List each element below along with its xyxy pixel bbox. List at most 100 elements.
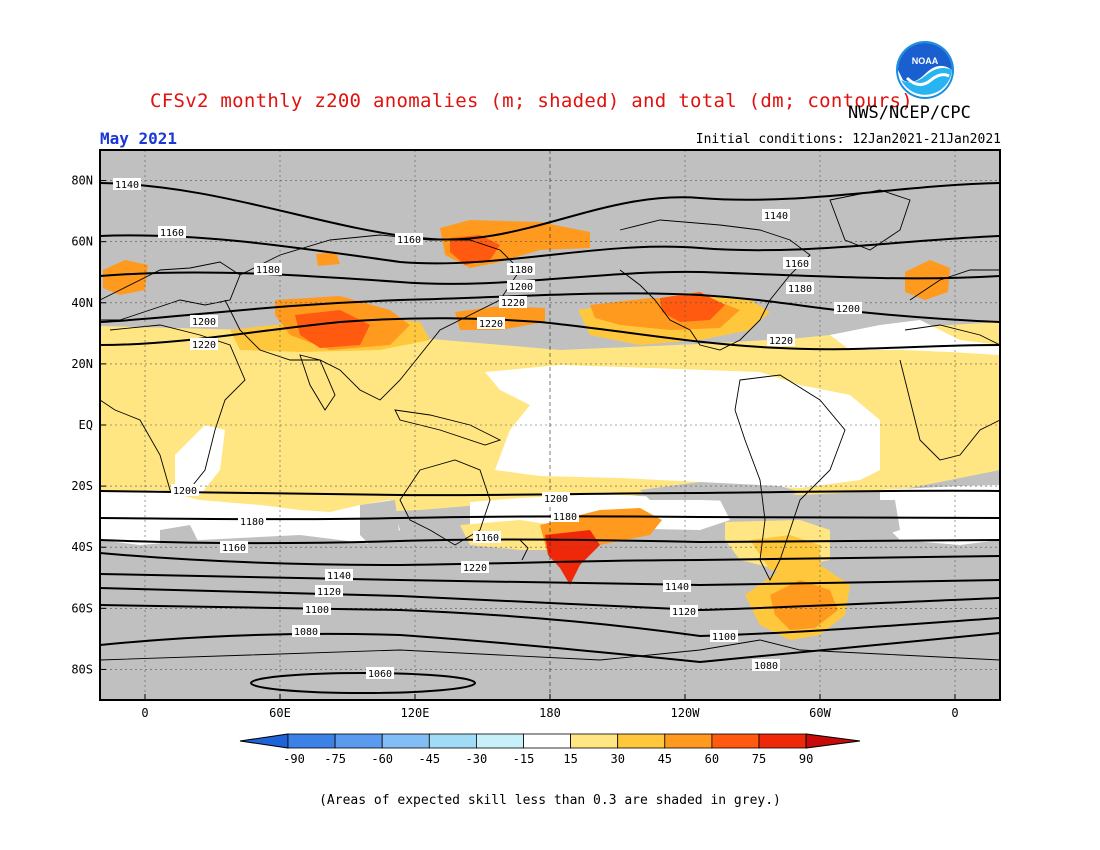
colorbar-swatch: [664, 733, 713, 749]
contour-label: 1220: [192, 340, 216, 351]
contour-1180-south: [100, 538, 1000, 545]
contour-label-bg: [238, 515, 266, 527]
contour-1080-south: [100, 632, 1000, 664]
contour-label-bg: [303, 603, 331, 615]
contour-label-bg: [473, 531, 501, 543]
latitude-tick-label: 20N: [71, 357, 93, 371]
contour-label: 1220: [769, 336, 793, 347]
contour-label: 1140: [115, 180, 139, 191]
colorbar-arrow-low: [239, 733, 289, 749]
colorbar-swatch: [287, 733, 336, 749]
contour-label: 1220: [479, 319, 503, 330]
contour-label-bg: [834, 302, 862, 314]
contour-label: 1180: [240, 517, 264, 528]
contour-label-bg: [499, 296, 527, 308]
chart-title: CFSv2 monthly z200 anomalies (m; shaded)…: [150, 90, 914, 112]
contour-label-bg: [786, 282, 814, 294]
anomaly-region-antarctic-peninsula-core: [770, 580, 838, 630]
agency-label: NWS/NCEP/CPC: [848, 103, 971, 123]
colorbar-label: 75: [752, 752, 766, 766]
contour-label-bg: [292, 625, 320, 637]
colorbar-label: -90: [283, 752, 305, 766]
contour-label: 1180: [553, 512, 577, 523]
contour-label: 1160: [222, 543, 246, 554]
colorbar-label: -30: [466, 752, 488, 766]
contour-label-bg: [767, 334, 795, 346]
anomaly-region-asia-75-90: [295, 310, 370, 348]
contour-1140-south: [100, 573, 1000, 587]
latitude-tick-label: 20S: [71, 479, 93, 493]
contour-label-bg: [190, 315, 218, 327]
colorbar-label: -45: [418, 752, 440, 766]
colorbar-swatch: [758, 733, 807, 749]
latitude-tick-label: 60S: [71, 601, 93, 615]
anomaly-region-south-neutral-3: [880, 485, 1000, 545]
colorbar-swatch: [475, 733, 524, 749]
contour-label: 1140: [665, 582, 689, 593]
noaa-logo: NOAA: [896, 41, 954, 99]
contour-label-bg: [477, 317, 505, 329]
contour-label-bg: [113, 178, 141, 190]
contour-label: 1160: [160, 228, 184, 239]
contour-label: 1080: [294, 627, 318, 638]
contour-label: 1060: [368, 669, 392, 680]
colorbar-label: 15: [563, 752, 577, 766]
low-skill-south-2: [360, 500, 400, 550]
latitude-tick-label: EQ: [79, 418, 93, 432]
new-zealand-outline: [519, 539, 529, 561]
colorbar-label: 60: [705, 752, 719, 766]
longitude-tick-label: 60W: [809, 706, 831, 720]
colorbar-label: -60: [371, 752, 393, 766]
anomaly-region-na-pacific-peak: [660, 292, 725, 322]
anomaly-region-europe-east: [103, 260, 148, 295]
contour-1140-north: [100, 182, 1000, 241]
contour-label-bg: [752, 659, 780, 671]
anomaly-region-south-pacific-peak: [545, 530, 600, 585]
contour-1180-north: [100, 270, 1000, 285]
africa-east-outline: [899, 324, 1000, 461]
contour-label: 1200: [836, 304, 860, 315]
latitude-tick-label: 40N: [71, 296, 93, 310]
indonesia-outline: [394, 409, 502, 446]
longitude-tick-label: 120E: [401, 706, 430, 720]
anomaly-region-africa-neutral: [175, 425, 225, 495]
contour-label: 1160: [785, 259, 809, 270]
latitude-tick-label: 80S: [71, 662, 93, 676]
contour-label: 1200: [509, 282, 533, 293]
longitude-tick-label: 60E: [269, 706, 291, 720]
contour-label-bg: [220, 541, 248, 553]
contour-1100-south: [100, 604, 1000, 638]
contour-label-bg: [461, 561, 489, 573]
contour-label: 1120: [672, 607, 696, 618]
colorbar-label: 45: [658, 752, 672, 766]
contour-label: 1140: [764, 211, 788, 222]
contour-1160-north: [100, 234, 1000, 265]
forecast-month-label: May 2021: [100, 129, 178, 148]
india-outline: [299, 354, 336, 411]
skill-footnote: (Areas of expected skill less than 0.3 a…: [319, 793, 781, 808]
contour-label: 1100: [712, 632, 736, 643]
contour-label-bg: [395, 233, 423, 245]
contour-label-bg: [670, 605, 698, 617]
antarctica-outline: [100, 639, 1000, 661]
colorbar-label: -15: [513, 752, 535, 766]
contour-label-bg: [783, 257, 811, 269]
contour-1120-south: [100, 587, 1000, 612]
contour-label-bg: [710, 630, 738, 642]
contour-1200-north: [100, 292, 1000, 323]
contour-label: 1200: [173, 486, 197, 497]
colorbar-swatch: [570, 733, 619, 749]
contour-label: 1200: [544, 494, 568, 505]
longitude-tick-label: 120W: [671, 706, 701, 720]
latitude-tick-label: 40S: [71, 540, 93, 554]
contour-label-bg: [551, 510, 579, 522]
colorbar-swatch: [334, 733, 383, 749]
colorbar-arrow-high: [805, 733, 861, 749]
colorbar-label: -75: [324, 752, 346, 766]
initial-conditions-label: Initial conditions: 12Jan2021-21Jan2021: [695, 132, 1001, 147]
contour-label-bg: [325, 569, 353, 581]
contour-label-bg: [507, 263, 535, 275]
low-skill-south-4: [850, 500, 900, 540]
colorbar-swatch: [523, 733, 571, 749]
